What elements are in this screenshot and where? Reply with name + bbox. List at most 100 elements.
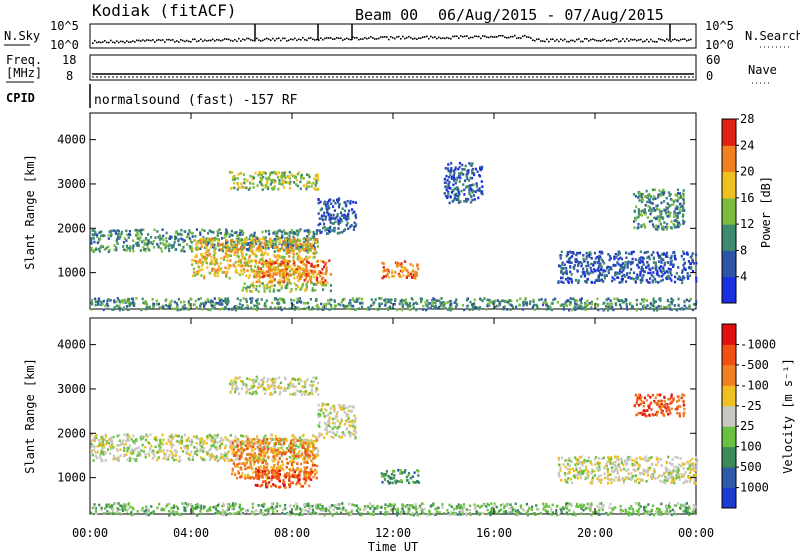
echo-cell xyxy=(201,262,204,266)
echo-cell xyxy=(349,299,352,302)
echo-cell xyxy=(299,443,302,447)
echo-cell xyxy=(666,222,669,226)
echo-cell xyxy=(330,304,333,307)
echo-cell xyxy=(282,482,285,485)
echo-cell xyxy=(129,452,132,455)
noise-point xyxy=(560,38,562,41)
echo-cell xyxy=(472,172,475,175)
echo-cell xyxy=(167,455,170,459)
echo-cell xyxy=(225,239,228,242)
echo-cell xyxy=(287,248,290,252)
echo-cell xyxy=(306,461,309,464)
echo-cell xyxy=(322,226,325,230)
echo-cell xyxy=(313,255,317,259)
echo-cell xyxy=(567,280,570,283)
echo-cell xyxy=(191,440,194,444)
echo-cell xyxy=(222,245,225,249)
echo-cell xyxy=(305,255,308,259)
echo-cell xyxy=(328,199,331,202)
echo-cell xyxy=(197,265,200,269)
echo-cell xyxy=(412,306,415,310)
echo-cell xyxy=(263,274,266,278)
echo-cell xyxy=(127,301,130,305)
echo-cell xyxy=(269,237,272,241)
echo-cell xyxy=(250,233,253,236)
echo-cell xyxy=(643,224,646,228)
echo-cell xyxy=(297,265,300,268)
echo-cell xyxy=(610,302,613,305)
noise-point xyxy=(94,39,96,42)
echo-cell xyxy=(618,272,621,275)
echo-cell xyxy=(292,457,295,460)
noise-point xyxy=(658,38,660,40)
noise-point xyxy=(412,38,414,40)
echo-cell xyxy=(122,439,125,442)
echo-cell xyxy=(265,177,268,180)
echo-cell xyxy=(347,212,350,216)
echo-cell xyxy=(273,464,276,467)
echo-cell xyxy=(142,239,145,243)
echo-cell xyxy=(241,304,244,307)
echo-cell xyxy=(412,302,415,305)
noise-point xyxy=(304,38,306,41)
echo-cell xyxy=(252,445,255,449)
echo-cell xyxy=(384,304,387,307)
echo-cell xyxy=(217,271,220,274)
echo-cell xyxy=(275,238,278,241)
echo-cell xyxy=(131,297,134,301)
echo-cell xyxy=(245,440,248,443)
echo-cell xyxy=(236,476,239,480)
echo-cell xyxy=(236,243,239,246)
echo-cell xyxy=(145,307,148,311)
echo-cell xyxy=(291,268,294,272)
echo-cell xyxy=(266,445,269,449)
echo-cell xyxy=(587,253,590,257)
echo-cell xyxy=(201,438,204,442)
echo-cell xyxy=(258,249,261,252)
echo-cell xyxy=(689,297,692,301)
echo-cell xyxy=(294,306,297,309)
echo-cell xyxy=(293,441,296,445)
echo-cell xyxy=(238,232,241,235)
power-echo-layer xyxy=(90,161,698,312)
echo-cell xyxy=(547,307,550,310)
echo-cell xyxy=(101,459,104,462)
echo-cell xyxy=(310,281,313,285)
echo-cell xyxy=(625,298,628,301)
echo-cell xyxy=(262,480,265,483)
echo-cell xyxy=(383,299,386,302)
echo-cell xyxy=(384,298,387,301)
echo-cell xyxy=(473,302,476,305)
echo-cell xyxy=(213,263,216,266)
echo-cell xyxy=(399,264,402,267)
echo-cell xyxy=(286,236,289,240)
echo-cell xyxy=(416,302,419,305)
echo-cell xyxy=(446,196,449,199)
echo-cell xyxy=(628,271,632,275)
echo-cell xyxy=(244,444,247,447)
echo-cell xyxy=(122,307,125,311)
echo-cell xyxy=(238,258,241,262)
noise-point xyxy=(500,34,502,37)
echo-cell xyxy=(672,222,675,226)
echo-cell xyxy=(524,300,528,304)
noise-point xyxy=(654,40,656,43)
echo-cell xyxy=(670,302,674,306)
echo-cell xyxy=(473,173,476,177)
echo-cell xyxy=(270,180,273,184)
echo-cell xyxy=(212,267,215,271)
noise-point xyxy=(112,41,114,44)
echo-cell xyxy=(303,461,306,464)
echo-cell xyxy=(444,302,447,305)
echo-cell xyxy=(188,439,191,443)
echo-cell xyxy=(681,209,684,212)
echo-cell xyxy=(617,298,620,302)
echo-cell xyxy=(673,254,676,258)
echo-cell xyxy=(244,475,248,479)
echo-cell xyxy=(255,270,258,273)
echo-cell xyxy=(625,280,628,283)
echo-cell xyxy=(273,452,277,456)
echo-cell xyxy=(162,438,165,442)
echo-cell xyxy=(247,442,251,446)
echo-cell xyxy=(297,247,300,250)
